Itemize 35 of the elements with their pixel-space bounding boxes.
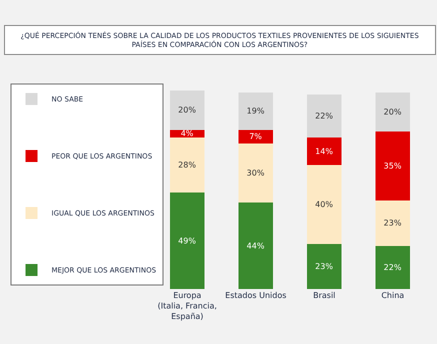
data-label: 14% bbox=[315, 146, 334, 156]
data-label: 30% bbox=[246, 168, 265, 178]
data-label: 49% bbox=[178, 236, 196, 246]
bar bbox=[376, 92, 410, 132]
bar bbox=[376, 132, 410, 201]
x-tick-label: Estados Unidos bbox=[225, 291, 286, 300]
bar bbox=[238, 144, 273, 202]
bar bbox=[238, 92, 273, 130]
bar bbox=[238, 130, 273, 144]
data-label: 4% bbox=[180, 129, 194, 138]
x-tick-label: Brasil bbox=[313, 291, 336, 300]
bar bbox=[307, 244, 342, 289]
bar bbox=[170, 192, 204, 289]
data-label: 20% bbox=[178, 106, 196, 115]
bar bbox=[307, 138, 342, 166]
data-label: 22% bbox=[315, 112, 334, 121]
data-label: 28% bbox=[178, 160, 196, 170]
data-label: 44% bbox=[246, 241, 265, 250]
data-label: 19% bbox=[246, 106, 265, 116]
bar bbox=[376, 200, 410, 246]
data-label: 40% bbox=[315, 200, 334, 209]
data-label: 35% bbox=[384, 162, 402, 171]
bar bbox=[376, 246, 410, 289]
bar bbox=[238, 202, 273, 289]
data-label: 22% bbox=[384, 262, 402, 272]
bar bbox=[170, 138, 204, 193]
data-label: 23% bbox=[384, 218, 402, 228]
bar bbox=[307, 94, 342, 138]
bar bbox=[170, 90, 204, 130]
data-label: 23% bbox=[315, 262, 334, 271]
data-label: 7% bbox=[249, 132, 262, 142]
x-tick-label: China bbox=[381, 291, 404, 300]
bar bbox=[307, 165, 342, 244]
data-label: 20% bbox=[384, 108, 402, 117]
x-tick-label: Europa (Italia, Francia, España) bbox=[158, 291, 217, 321]
